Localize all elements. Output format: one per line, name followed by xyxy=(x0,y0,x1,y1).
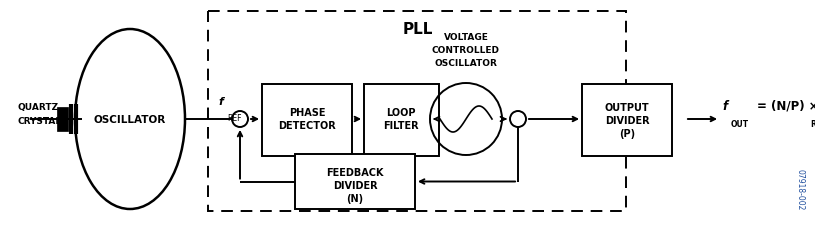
Text: OSCILLATOR: OSCILLATOR xyxy=(94,114,166,124)
Bar xyxy=(582,85,672,156)
Bar xyxy=(364,85,439,156)
Bar xyxy=(57,108,68,131)
Text: 07918-002: 07918-002 xyxy=(795,169,804,210)
Text: LOOP: LOOP xyxy=(386,108,416,118)
Text: OSCILLATOR: OSCILLATOR xyxy=(434,59,497,68)
Text: VOLTAGE: VOLTAGE xyxy=(443,33,488,42)
Bar xyxy=(262,85,352,156)
Text: DIVIDER: DIVIDER xyxy=(333,180,377,190)
Text: DETECTOR: DETECTOR xyxy=(278,121,336,131)
Text: REF: REF xyxy=(810,119,815,128)
Text: (N): (N) xyxy=(346,193,363,203)
Bar xyxy=(208,12,626,211)
Text: = (N/P) × f: = (N/P) × f xyxy=(757,100,815,113)
Text: CRYSTAL: CRYSTAL xyxy=(18,117,62,126)
Text: PLL: PLL xyxy=(403,22,434,37)
Text: REF: REF xyxy=(227,114,241,122)
Text: (P): (P) xyxy=(619,128,635,138)
Text: CONTROLLED: CONTROLLED xyxy=(432,46,500,55)
Text: QUARTZ: QUARTZ xyxy=(18,103,59,112)
Text: OUT: OUT xyxy=(731,119,749,128)
Text: f: f xyxy=(722,100,727,113)
Text: FEEDBACK: FEEDBACK xyxy=(326,167,384,177)
Text: DIVIDER: DIVIDER xyxy=(605,116,650,126)
Text: FILTER: FILTER xyxy=(383,121,419,131)
Text: PHASE: PHASE xyxy=(289,108,325,118)
Bar xyxy=(295,154,415,209)
Text: OUTPUT: OUTPUT xyxy=(605,103,650,113)
Text: f: f xyxy=(218,96,222,106)
